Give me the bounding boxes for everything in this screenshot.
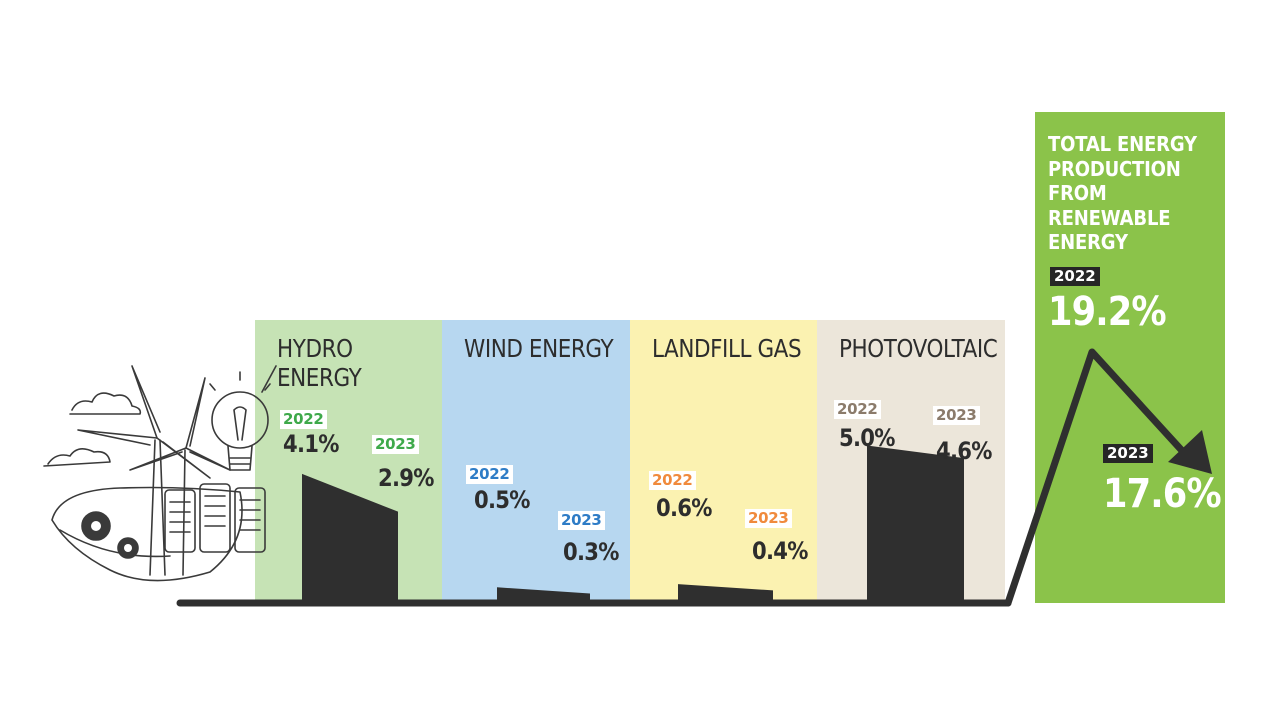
total-trend-line bbox=[1004, 348, 1200, 607]
photovoltaic-year-2022: 2022 bbox=[834, 400, 881, 419]
total-panel: TOTAL ENERGY PRODUCTION FROM RENEWABLE E… bbox=[1035, 112, 1225, 603]
panel-title-landfill: LANDFILL GAS bbox=[652, 334, 802, 363]
wind-value-2022: 0.5% bbox=[474, 486, 530, 514]
hydro-year-2022: 2022 bbox=[280, 410, 327, 429]
panel-wind: WIND ENERGY bbox=[442, 320, 630, 602]
panel-title-hydro: HYDRO ENERGY bbox=[277, 334, 362, 392]
wind-value-2023: 0.3% bbox=[563, 538, 619, 566]
total-trend-arrowhead bbox=[1168, 430, 1212, 474]
panel-title-photovoltaic: PHOTOVOLTAIC bbox=[839, 334, 998, 363]
bar-wind-energy bbox=[497, 587, 590, 603]
wind-year-2023: 2023 bbox=[558, 511, 605, 530]
bar-photovoltaic bbox=[867, 445, 964, 603]
total-year-2023-badge: 2023 bbox=[1103, 444, 1153, 463]
hydro-value-2023: 2.9% bbox=[378, 464, 434, 492]
total-title: TOTAL ENERGY PRODUCTION FROM RENEWABLE E… bbox=[1048, 132, 1197, 254]
photovoltaic-year-2023: 2023 bbox=[933, 406, 980, 425]
total-value-2022: 19.2% bbox=[1048, 289, 1167, 335]
landfill-year-2023: 2023 bbox=[745, 509, 792, 528]
bar-hydro-energy bbox=[302, 473, 398, 603]
landfill-value-2023: 0.4% bbox=[752, 537, 808, 565]
wind-year-2022: 2022 bbox=[466, 465, 513, 484]
landfill-value-2022: 0.6% bbox=[656, 494, 712, 522]
bar-landfill-gas bbox=[678, 584, 773, 603]
panel-landfill: LANDFILL GAS bbox=[630, 320, 817, 602]
renewable-energy-illustration-icon bbox=[43, 365, 277, 582]
landfill-year-2022: 2022 bbox=[649, 471, 696, 490]
panel-title-wind: WIND ENERGY bbox=[464, 334, 614, 363]
total-value-2023: 17.6% bbox=[1103, 471, 1222, 517]
hydro-year-2023: 2023 bbox=[372, 435, 419, 454]
total-year-2022-badge: 2022 bbox=[1050, 267, 1100, 286]
photovoltaic-value-2023: 4.6% bbox=[936, 437, 992, 465]
photovoltaic-value-2022: 5.0% bbox=[839, 424, 895, 452]
hydro-value-2022: 4.1% bbox=[283, 430, 339, 458]
